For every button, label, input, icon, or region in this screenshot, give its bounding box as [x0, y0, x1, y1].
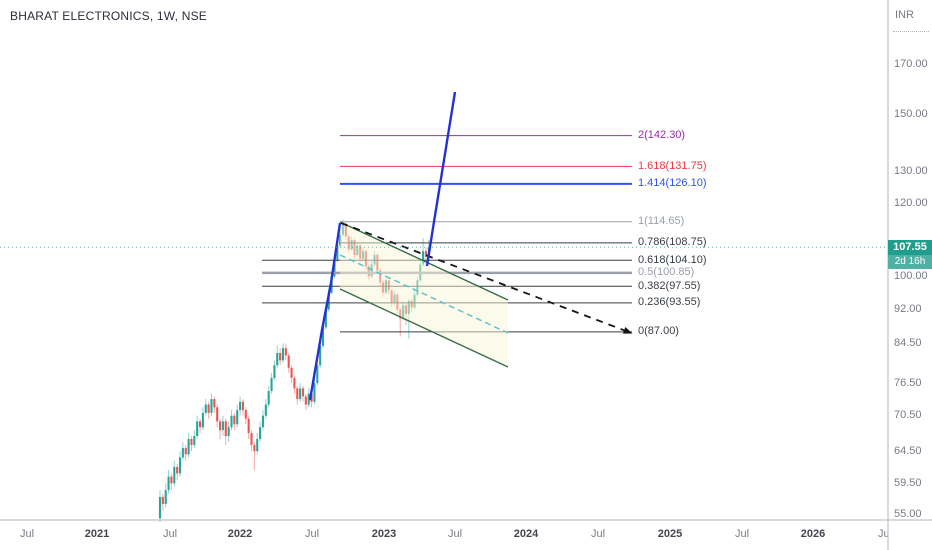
candle-body	[190, 438, 193, 446]
candle-body	[259, 427, 262, 439]
candle-body	[287, 355, 290, 368]
candle-body	[224, 421, 227, 436]
candle-body	[307, 393, 310, 405]
candle-body	[261, 415, 265, 428]
blue-impulse-line[interactable]	[308, 222, 342, 401]
candle-body	[299, 388, 302, 400]
time-tick-year: 2025	[657, 528, 683, 540]
candle-body	[170, 476, 173, 484]
candle-body	[184, 448, 187, 455]
candle-body	[204, 404, 207, 413]
candle-body	[301, 388, 305, 397]
candle-body	[230, 415, 233, 428]
candle-body	[256, 438, 259, 452]
last-price-badge: 107.55 2d 16h	[888, 239, 932, 269]
time-tick-year: 2023	[371, 528, 397, 540]
candle-body	[321, 327, 325, 346]
currency-label[interactable]: INR	[895, 9, 914, 21]
candle-body	[207, 404, 210, 413]
time-axis[interactable]: Jul 2021 Jul 2022 Jul 2023 Jul 2024 Jul 2025 Jul 20…	[0, 526, 888, 546]
candle-body	[324, 309, 327, 328]
candle-body	[304, 396, 307, 405]
candle-body	[296, 388, 299, 400]
candle-body	[210, 399, 213, 413]
candle-body	[219, 421, 222, 431]
candle-body	[319, 345, 322, 366]
symbol-title: BHARAT ELECTRONICS, 1W, NSE	[10, 9, 207, 23]
candle-body	[196, 421, 199, 436]
candle-body	[193, 435, 196, 446]
candle-body	[316, 365, 319, 384]
candle-body	[158, 496, 162, 519]
candle-body	[227, 427, 230, 436]
candle-body	[281, 348, 285, 361]
candle-body	[164, 490, 167, 504]
time-tick-year: 2024	[513, 528, 539, 540]
candle-body	[247, 418, 250, 434]
candle-body	[336, 245, 339, 261]
candle-body	[198, 421, 202, 428]
candle-body	[422, 251, 425, 265]
time-tick-month: Jul	[877, 528, 888, 540]
candle-body	[233, 415, 236, 425]
drawing-dashed-trendline[interactable]	[340, 222, 633, 334]
candle-body	[250, 433, 253, 446]
candle-body	[264, 404, 267, 416]
candle-body	[279, 353, 282, 361]
time-tick-year: 2026	[800, 528, 826, 540]
candle-body	[333, 260, 336, 277]
channel-bottom-line[interactable]	[339, 288, 509, 368]
time-tick-year: 2022	[227, 528, 253, 540]
currency-separator-dotted	[893, 31, 929, 32]
candle-body	[284, 348, 287, 356]
channel-top-line[interactable]	[339, 221, 509, 301]
bar-countdown: 2d 16h	[888, 254, 932, 269]
candle-body	[270, 377, 273, 392]
drawing-parallel-channel[interactable]	[339, 221, 509, 368]
time-tick-month: Jul	[19, 528, 35, 540]
time-tick-month: Jul	[734, 528, 750, 540]
time-tick-month: Jul	[304, 528, 320, 540]
candle-body	[187, 438, 190, 455]
candle-body	[176, 466, 179, 474]
candle-body	[276, 353, 279, 366]
candle-body	[239, 401, 242, 411]
candle-body	[267, 391, 270, 405]
candle-body	[290, 367, 293, 378]
candle-body	[173, 466, 176, 484]
trendline-dashed[interactable]	[340, 222, 627, 332]
candle-body	[181, 448, 184, 458]
blue-projection-line[interactable]	[425, 91, 457, 267]
time-tick-month: Jul	[590, 528, 606, 540]
candle-body	[236, 410, 239, 425]
candle-body	[253, 445, 256, 452]
time-tick-month: Jul	[447, 528, 463, 540]
candle-body	[213, 399, 216, 408]
candle-body	[161, 496, 164, 504]
candle-body	[244, 410, 247, 419]
time-tick-year: 2021	[84, 528, 110, 540]
candle-body	[424, 251, 428, 257]
candle-body	[293, 377, 296, 389]
time-tick-month: Jul	[162, 528, 178, 540]
last-price-value: 107.55	[888, 239, 932, 255]
candle-body	[201, 412, 204, 428]
candle-body	[313, 383, 316, 402]
candle-body	[167, 476, 170, 491]
candle-body	[216, 407, 219, 422]
candle-body	[241, 401, 244, 411]
trendline-arrowhead	[622, 327, 633, 334]
channel-median-line[interactable]	[339, 254, 509, 334]
drawing-blue-trend-lines[interactable]	[308, 91, 457, 401]
candle-body	[221, 421, 224, 431]
candle-body	[178, 457, 182, 474]
candle-body	[273, 365, 276, 378]
